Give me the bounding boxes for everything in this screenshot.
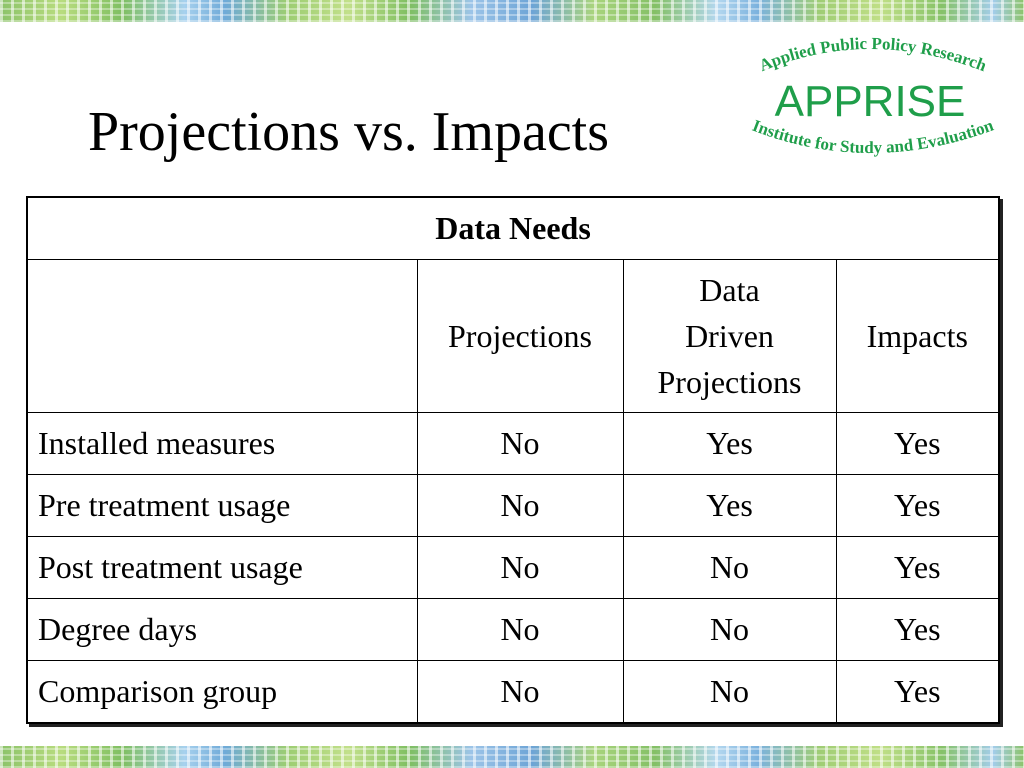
cell-projections: No — [416, 598, 624, 661]
row-label: Pre treatment usage — [26, 474, 418, 537]
svg-text:Applied Public Policy Research: Applied Public Policy Research — [756, 34, 989, 75]
cell-impacts: Yes — [835, 474, 1000, 537]
cell-projections: No — [416, 536, 624, 599]
header-empty-cell — [26, 259, 418, 413]
table-caption: Data Needs — [26, 196, 1000, 260]
apprise-logo: Applied Public Policy Research APPRISE I… — [750, 34, 997, 157]
header-projections: Projections — [416, 259, 624, 413]
cell-data-driven: Yes — [622, 474, 837, 537]
data-needs-table: Data Needs Projections Data Driven Proje… — [26, 196, 1001, 724]
table-row: Pre treatment usage No Yes Yes — [26, 474, 1000, 537]
bottom-decorative-border — [0, 746, 1024, 768]
row-label: Degree days — [26, 598, 418, 661]
row-label: Installed measures — [26, 412, 418, 475]
slide-title: Projections vs. Impacts — [88, 101, 610, 163]
logo-name: APPRISE — [775, 77, 966, 126]
header-ddp-line-2: Driven — [685, 318, 774, 354]
table-header-row: Projections Data Driven Projections Impa… — [26, 259, 1000, 413]
cell-data-driven: No — [622, 598, 837, 661]
header-ddp-line-3: Projections — [657, 364, 802, 400]
cell-projections: No — [416, 660, 624, 724]
cell-impacts: Yes — [835, 412, 1000, 475]
header-impacts: Impacts — [835, 259, 1000, 413]
header-data-driven-projections: Data Driven Projections — [622, 259, 837, 413]
cell-data-driven: No — [622, 660, 837, 724]
table-row: Comparison group No No Yes — [26, 660, 1000, 724]
cell-data-driven: Yes — [622, 412, 837, 475]
table-caption-row: Data Needs — [26, 196, 1000, 260]
header-ddp-line-1: Data — [699, 272, 760, 308]
row-label: Comparison group — [26, 660, 418, 724]
cell-projections: No — [416, 474, 624, 537]
row-label: Post treatment usage — [26, 536, 418, 599]
cell-impacts: Yes — [835, 598, 1000, 661]
table-row: Post treatment usage No No Yes — [26, 536, 1000, 599]
cell-impacts: Yes — [835, 660, 1000, 724]
cell-impacts: Yes — [835, 536, 1000, 599]
table-row: Installed measures No Yes Yes — [26, 412, 1000, 475]
cell-projections: No — [416, 412, 624, 475]
table-row: Degree days No No Yes — [26, 598, 1000, 661]
top-decorative-border — [0, 0, 1024, 22]
cell-data-driven: No — [622, 536, 837, 599]
logo-top-text: Applied Public Policy Research — [756, 34, 989, 75]
